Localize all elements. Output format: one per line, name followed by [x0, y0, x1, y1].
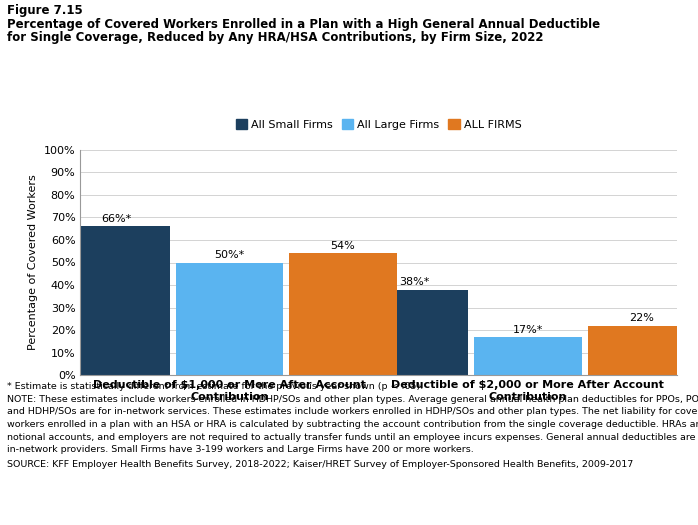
Bar: [361, 290, 468, 375]
Text: 54%: 54%: [330, 241, 355, 251]
Bar: [588, 326, 695, 375]
Text: Figure 7.15: Figure 7.15: [7, 4, 83, 17]
Legend: All Small Firms, All Large Firms, ALL FIRMS: All Small Firms, All Large Firms, ALL FI…: [231, 114, 526, 134]
Bar: [289, 254, 396, 375]
Text: 66%*: 66%*: [101, 214, 131, 224]
Bar: [62, 226, 170, 375]
Text: 17%*: 17%*: [512, 325, 543, 335]
Text: 50%*: 50%*: [214, 250, 244, 260]
Text: * Estimate is statistically different from estimate for the previous year shown : * Estimate is statistically different fr…: [7, 382, 423, 391]
Bar: [474, 337, 581, 375]
Text: for Single Coverage, Reduced by Any HRA/HSA Contributions, by Firm Size, 2022: for Single Coverage, Reduced by Any HRA/…: [7, 32, 544, 45]
Text: 22%: 22%: [629, 313, 654, 323]
Y-axis label: Percentage of Covered Workers: Percentage of Covered Workers: [28, 175, 38, 350]
Text: in-network providers. Small Firms have 3-199 workers and Large Firms have 200 or: in-network providers. Small Firms have 3…: [7, 445, 474, 454]
Bar: [176, 262, 283, 375]
Text: workers enrolled in a plan with an HSA or HRA is calculated by subtracting the a: workers enrolled in a plan with an HSA o…: [7, 420, 698, 429]
Text: and HDHP/SOs are for in-network services. These estimates include workers enroll: and HDHP/SOs are for in-network services…: [7, 407, 698, 416]
Text: notional accounts, and employers are not required to actually transfer funds unt: notional accounts, and employers are not…: [7, 433, 698, 442]
Text: Percentage of Covered Workers Enrolled in a Plan with a High General Annual Dedu: Percentage of Covered Workers Enrolled i…: [7, 18, 600, 31]
Text: 38%*: 38%*: [399, 277, 430, 287]
Text: NOTE: These estimates include workers enrolled in HDHP/SOs and other plan types.: NOTE: These estimates include workers en…: [7, 395, 698, 404]
Text: SOURCE: KFF Employer Health Benefits Survey, 2018-2022; Kaiser/HRET Survey of Em: SOURCE: KFF Employer Health Benefits Sur…: [7, 460, 633, 469]
